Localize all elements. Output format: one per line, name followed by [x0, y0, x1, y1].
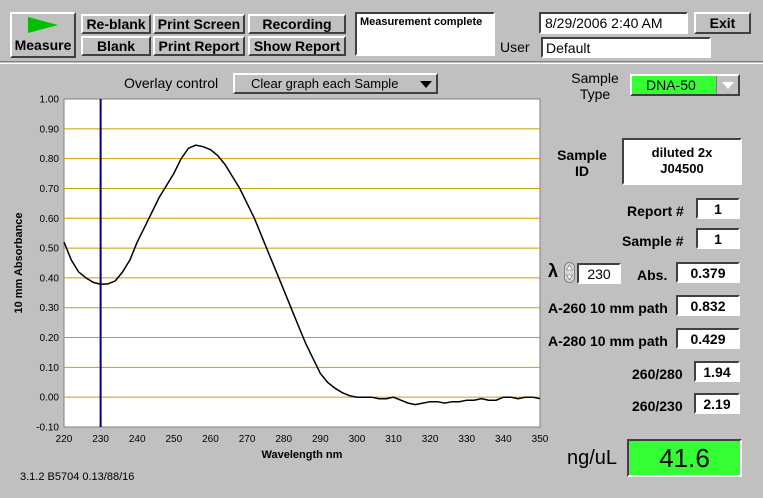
ratio-260-230-value: 2.19	[694, 393, 740, 414]
measure-button[interactable]: Measure	[10, 12, 76, 58]
chevron-down-icon	[722, 82, 734, 89]
show-report-button[interactable]: Show Report	[248, 36, 346, 56]
x-tick-label: 340	[495, 434, 512, 445]
y-tick-label: 0.30	[40, 303, 60, 314]
spectrum-line	[63, 144, 541, 406]
sample-id-field[interactable]: diluted 2x J04500	[622, 138, 742, 185]
status-message: Measurement complete	[355, 12, 495, 56]
sample-type-value: DNA-50	[646, 77, 696, 93]
sample-type-select[interactable]: DNA-50	[630, 74, 740, 96]
y-tick-label: 0.90	[40, 124, 60, 135]
x-tick-label: 330	[458, 434, 475, 445]
x-tick-label: 220	[56, 434, 73, 445]
x-tick-label: 260	[202, 434, 219, 445]
report-number-label: Report #	[627, 203, 684, 219]
x-axis-title: Wavelength nm	[262, 449, 343, 461]
sample-type-dropdown[interactable]	[716, 76, 738, 94]
play-arrow-icon	[28, 17, 58, 33]
a260-label: A-260 10 mm path	[548, 300, 668, 316]
x-tick-label: 230	[92, 434, 109, 445]
lambda-input[interactable]: 230	[577, 263, 621, 284]
y-tick-label: 0.40	[40, 273, 60, 284]
concentration-value: 41.6	[627, 439, 742, 477]
exit-button[interactable]: Exit	[694, 12, 751, 34]
overlay-control-select[interactable]: Clear graph each Sample	[233, 73, 438, 94]
measure-label: Measure	[14, 37, 72, 53]
x-tick-label: 320	[422, 434, 439, 445]
y-tick-label: 0.10	[40, 363, 60, 374]
lambda-spinner[interactable]	[564, 262, 576, 284]
abs-value: 0.379	[676, 262, 740, 283]
concentration-label: ng/uL	[567, 447, 618, 469]
y-tick-label: 0.00	[40, 393, 60, 404]
reblank-button[interactable]: Re-blank	[81, 14, 151, 34]
x-tick-label: 270	[239, 434, 256, 445]
y-tick-label: 0.70	[40, 184, 60, 195]
x-tick-label: 300	[349, 434, 366, 445]
y-tick-label: 0.50	[40, 244, 60, 255]
y-tick-label: -0.10	[36, 423, 59, 434]
print-screen-button[interactable]: Print Screen	[153, 14, 245, 34]
ratio-260-230-label: 260/230	[632, 398, 683, 414]
spinner-arrows-icon	[564, 262, 575, 283]
y-tick-label: 1.00	[40, 95, 60, 106]
user-label: User	[500, 39, 530, 55]
x-tick-label: 280	[275, 434, 292, 445]
report-number-field[interactable]: 1	[696, 198, 740, 219]
x-tick-label: 240	[129, 434, 146, 445]
x-tick-label: 310	[385, 434, 402, 445]
y-axis-title: 10 mm Absorbance	[13, 212, 25, 313]
toolbar-divider	[0, 61, 763, 64]
datetime-display: 8/29/2006 2:40 AM	[539, 12, 688, 34]
y-tick-label: 0.60	[40, 214, 60, 225]
absorbance-chart: 1.00 0.90 0.80 0.70 0.60 0.50 0.40 0.30 0.20 0.10…	[13, 95, 549, 462]
plot-area	[63, 98, 541, 428]
a280-label: A-280 10 mm path	[548, 333, 668, 349]
recording-button[interactable]: Recording	[248, 14, 346, 34]
sample-number-label: Sample #	[622, 233, 684, 249]
a280-value: 0.429	[676, 328, 740, 349]
version-label: 3.1.2 B5704 0.13/88/16	[20, 471, 135, 483]
lambda-symbol: λ	[548, 261, 559, 281]
x-tick-label: 290	[312, 434, 329, 445]
overlay-control-label: Overlay control	[124, 75, 219, 91]
y-tick-label: 0.80	[40, 154, 60, 165]
x-tick-label: 250	[166, 434, 183, 445]
ratio-260-280-label: 260/280	[632, 366, 683, 382]
sample-id-label: Sample ID	[557, 147, 607, 179]
print-report-button[interactable]: Print Report	[153, 36, 245, 56]
abs-label: Abs.	[637, 267, 668, 283]
ratio-260-280-value: 1.94	[694, 361, 740, 382]
dropdown-arrow-icon	[420, 81, 432, 88]
blank-button[interactable]: Blank	[81, 36, 151, 56]
sample-number-field[interactable]: 1	[696, 228, 740, 249]
x-tick-label: 350	[532, 434, 549, 445]
overlay-control-value: Clear graph each Sample	[251, 76, 399, 91]
a260-value: 0.832	[676, 295, 740, 316]
user-field[interactable]: Default	[541, 37, 711, 58]
y-tick-label: 0.20	[40, 333, 60, 344]
sample-type-label: Sample Type	[571, 70, 619, 102]
